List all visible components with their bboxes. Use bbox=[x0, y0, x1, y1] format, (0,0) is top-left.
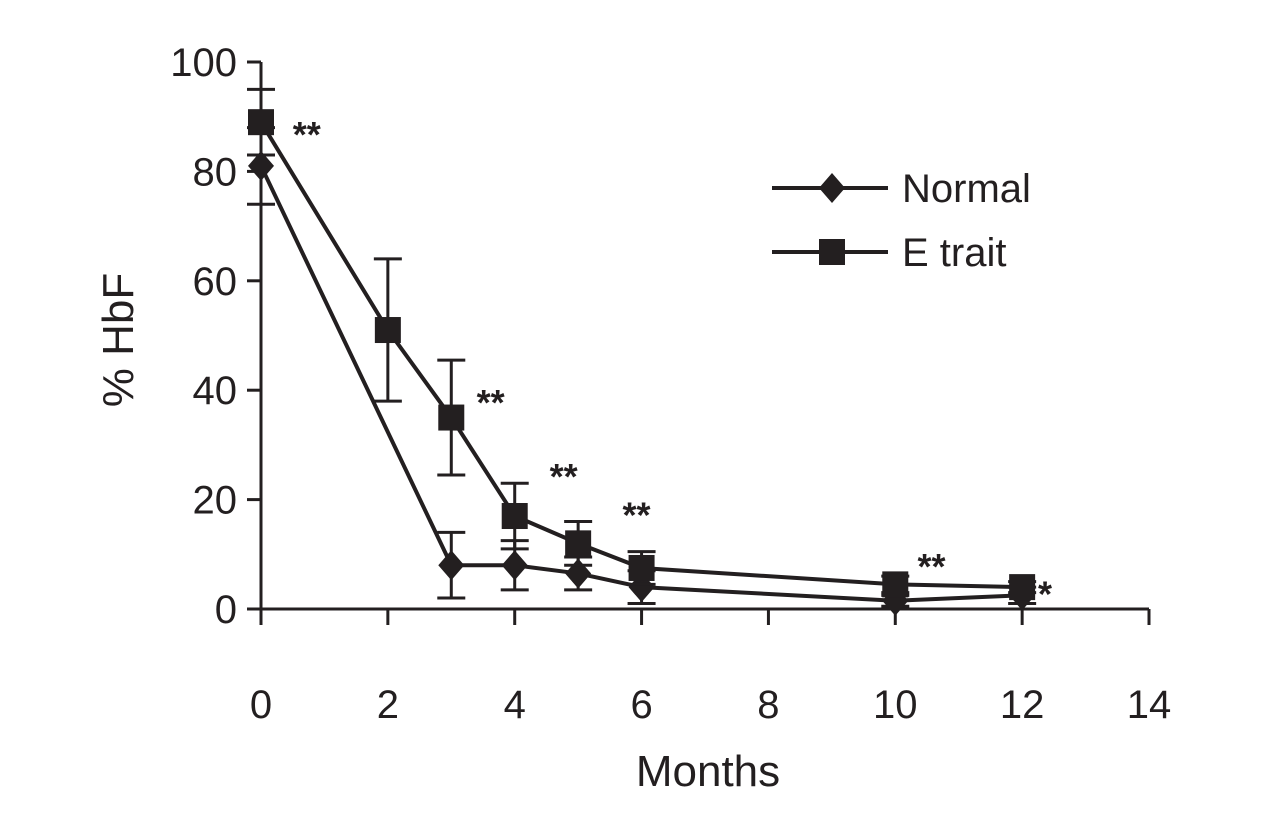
legend-marker-normal bbox=[819, 173, 845, 203]
significance-label: ** bbox=[477, 382, 505, 423]
significance-label: ** bbox=[293, 114, 321, 155]
data-point-e-trait bbox=[882, 571, 909, 598]
significance-label: ** bbox=[623, 494, 651, 535]
data-point-e-trait bbox=[565, 530, 592, 557]
x-tick-label: 6 bbox=[630, 683, 652, 727]
data-point-normal bbox=[248, 150, 274, 181]
series-e-trait bbox=[247, 87, 1037, 601]
series-line-e-trait bbox=[259, 121, 1023, 590]
significance-label: ** bbox=[917, 546, 945, 587]
legend-item-normal: Normal bbox=[772, 167, 1031, 211]
data-point-e-trait bbox=[501, 503, 528, 530]
x-tick-label: 0 bbox=[250, 683, 272, 727]
legend-label-normal: Normal bbox=[902, 167, 1031, 211]
legend-item-e-trait: E trait bbox=[772, 231, 1006, 275]
data-point-normal bbox=[438, 550, 465, 581]
annotations: *********** bbox=[293, 114, 1052, 614]
data-point-e-trait bbox=[1009, 574, 1036, 601]
x-axis-title: Months bbox=[636, 747, 780, 796]
x-tick-label: 2 bbox=[377, 683, 399, 727]
data-point-normal bbox=[501, 550, 528, 581]
x-tick-label: 8 bbox=[757, 683, 779, 727]
y-axis-title: % HbF bbox=[94, 273, 143, 407]
y-tick-label: 20 bbox=[193, 479, 238, 523]
ticks: 0 20 40 60 80 100 0 2 4 6 8 10 12 14 bbox=[170, 41, 1171, 727]
legend-marker-e-trait bbox=[819, 239, 845, 265]
x-tick-label: 4 bbox=[504, 683, 526, 727]
data-point-e-trait bbox=[628, 554, 655, 581]
y-tick-label: 100 bbox=[170, 41, 237, 85]
legend-label-e-trait: E trait bbox=[902, 231, 1006, 275]
data-point-e-trait bbox=[248, 109, 274, 136]
y-tick-label: 0 bbox=[215, 588, 237, 632]
data-point-e-trait bbox=[438, 404, 465, 431]
series-layer bbox=[247, 87, 1037, 616]
x-tick-label: 10 bbox=[873, 683, 918, 727]
y-tick-label: 40 bbox=[193, 369, 238, 413]
data-point-e-trait bbox=[374, 317, 401, 344]
x-tick-label: 14 bbox=[1127, 683, 1172, 727]
x-tick-label: 12 bbox=[1000, 683, 1045, 727]
legend: Normal E trait bbox=[772, 167, 1031, 275]
y-tick-label: 80 bbox=[193, 150, 238, 194]
significance-label: ** bbox=[550, 456, 578, 497]
significance-label: * bbox=[1038, 574, 1052, 615]
y-tick-label: 60 bbox=[193, 260, 238, 304]
